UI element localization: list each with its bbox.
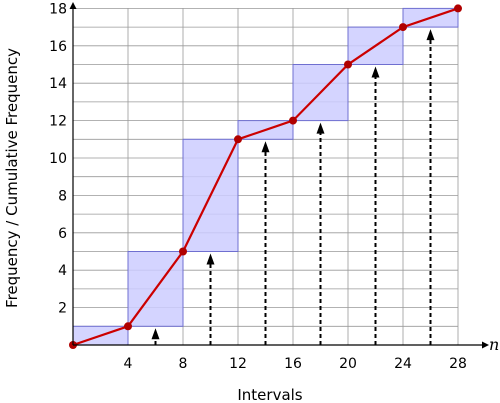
cumulative-line <box>69 4 462 349</box>
y-axis-title: Frequency / Cumulative Frequency <box>3 48 21 308</box>
y-tick-label: 18 <box>49 1 67 17</box>
cumulative-point <box>344 60 352 69</box>
x-tick-label: 8 <box>179 356 188 372</box>
y-tick-label: 12 <box>49 114 67 130</box>
y-tick-label: 14 <box>49 76 67 92</box>
y-tick-label: 16 <box>49 39 67 55</box>
arrow-head <box>316 122 325 134</box>
x-tick-label: 24 <box>394 356 412 372</box>
y-tick-label: 8 <box>58 188 67 204</box>
arrow-head <box>371 66 380 78</box>
cumulative-point <box>454 4 462 13</box>
y-axis-arrowhead <box>69 2 77 9</box>
arrows <box>151 29 435 345</box>
arrow-head <box>426 29 435 41</box>
cumulative-polyline <box>72 7 459 347</box>
y-tick-label: 4 <box>58 263 67 279</box>
cumulative-point <box>399 23 407 32</box>
x-tick-label: 28 <box>449 356 467 372</box>
y-tick-label: 6 <box>58 226 67 242</box>
axes <box>69 2 489 349</box>
cumulative-point <box>179 247 187 256</box>
cumulative-point <box>124 322 132 331</box>
x-axis-symbol: n <box>489 335 499 354</box>
arrow-head <box>261 141 270 153</box>
cumulative-point <box>234 135 242 144</box>
cumulative-point <box>289 116 297 125</box>
y-tick-label: 10 <box>49 151 67 167</box>
arrow-head <box>151 328 160 340</box>
x-axis-arrowhead <box>482 341 489 349</box>
x-tick-label: 4 <box>124 356 133 372</box>
x-axis-title: Intervals <box>237 386 302 403</box>
x-tick-label: 12 <box>229 356 247 372</box>
x-tick-label: 16 <box>284 356 302 372</box>
x-tick-label: 20 <box>339 356 357 372</box>
arrow-head <box>206 253 215 265</box>
y-tick-label: 2 <box>58 301 67 317</box>
